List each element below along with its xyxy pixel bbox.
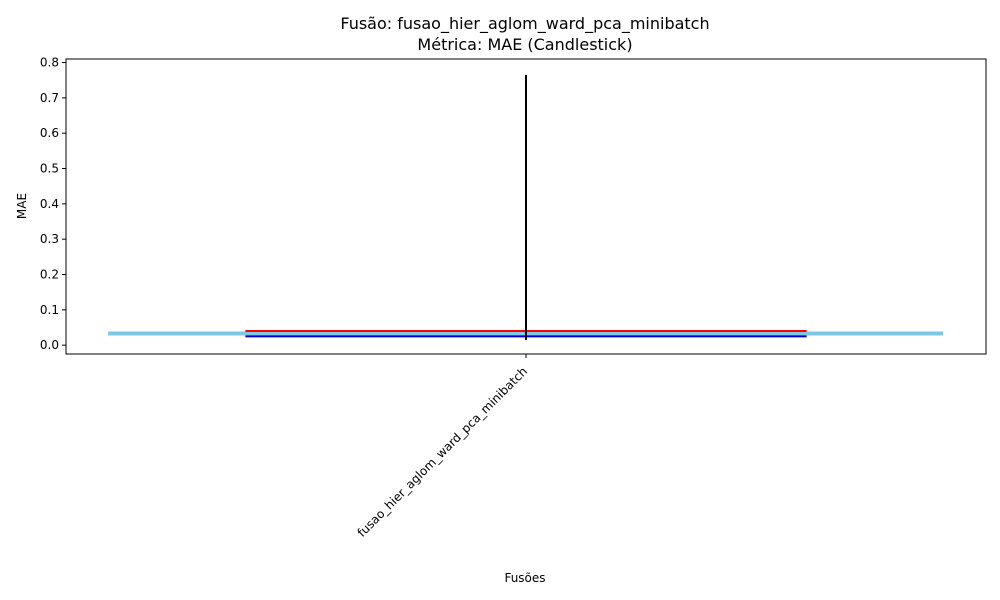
y-tick-label: 0.5 xyxy=(40,162,59,176)
y-tick-label: 0.4 xyxy=(40,197,59,211)
y-tick-label: 0.8 xyxy=(40,56,59,70)
chart-title: Fusão: fusao_hier_aglom_ward_pca_minibat… xyxy=(340,14,709,34)
plot-area: 0.0 0.1 0.2 0.3 0.4 0.5 0.6 0.7 0.8 fusao_hier_ag… xyxy=(40,56,987,540)
y-tick-label: 0.6 xyxy=(40,126,59,140)
x-tick-label: fusao_hier_aglom_ward_pca_minibatch xyxy=(355,364,531,540)
chart-subtitle: Métrica: MAE (Candlestick) xyxy=(417,35,632,54)
y-tick-label: 0.3 xyxy=(40,232,59,246)
x-axis-label: Fusões xyxy=(504,571,545,585)
y-tick-label: 0.0 xyxy=(40,338,59,352)
axes-frame xyxy=(65,58,987,355)
y-tick-label: 0.7 xyxy=(40,91,59,105)
y-tick-label: 0.2 xyxy=(40,268,59,282)
y-axis-label: MAE xyxy=(15,193,29,219)
y-tick-label: 0.1 xyxy=(40,303,59,317)
